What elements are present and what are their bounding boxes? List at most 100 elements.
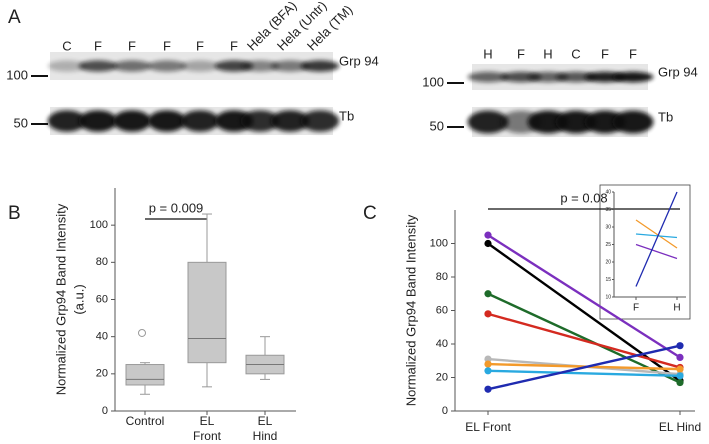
series-line [635, 233, 678, 239]
blot-band [612, 71, 654, 83]
outlier [138, 328, 146, 337]
lane-label: F [601, 46, 609, 61]
p-value: p = 0.009 [149, 200, 204, 215]
point [484, 385, 492, 393]
point [676, 372, 684, 380]
point [676, 353, 684, 361]
band-label: Tb [658, 109, 673, 124]
band-label: Grp 94 [339, 53, 379, 68]
blot-band [78, 110, 118, 132]
blot-band [555, 71, 597, 83]
marker-label: 100 [6, 67, 28, 82]
x-tick-label: EL Front [465, 420, 511, 434]
blot-band [527, 110, 569, 134]
blot-band [180, 60, 220, 72]
panel-label: B [8, 203, 21, 224]
point [484, 355, 492, 363]
point [484, 310, 492, 318]
y-tick-label: 10 [605, 294, 611, 300]
blot-band [240, 110, 280, 132]
lane-label: C [62, 38, 71, 53]
x-tick-label: Control [126, 414, 165, 428]
x-tick-label-line: EL [258, 414, 273, 428]
blot-band [612, 110, 654, 134]
y-tick-label: 80 [96, 256, 108, 268]
p-value: p = 0.08 [560, 190, 607, 205]
y-tick-label: 0 [442, 405, 448, 417]
lane-label: F [629, 46, 637, 61]
blot-band [584, 110, 626, 134]
x-tick-label: EL Hind [659, 420, 701, 434]
lane-label: C [571, 46, 580, 61]
blot-band [240, 60, 280, 72]
y-tick-label: 100 [90, 219, 108, 231]
lane-label: F [230, 38, 238, 53]
point [484, 367, 492, 375]
y-tick-label: 20 [605, 259, 611, 265]
lane-label: H [483, 46, 492, 61]
marker-label: 50 [14, 115, 28, 130]
blot-band [270, 60, 310, 72]
y-axis-label: Normalized Grp94 Band Intensity [403, 214, 418, 406]
y-tick-label: 40 [96, 331, 108, 343]
blot-band [527, 71, 569, 83]
y-tick-label: 25 [605, 242, 611, 248]
series-line [635, 243, 678, 260]
x-tick-label-line: Hind [253, 429, 278, 443]
lane-label: F [128, 38, 136, 53]
blot-band [270, 110, 310, 132]
point [484, 239, 492, 248]
y-tick-label: 35 [605, 207, 611, 213]
box [187, 261, 227, 364]
x-tick-label: EL Hind [253, 414, 278, 443]
x-tick-label: EL Front [193, 414, 222, 443]
series-line [487, 344, 681, 391]
point [676, 365, 684, 373]
y-axis-label: Normalized Grp94 Band Intensity [53, 203, 68, 395]
y-tick-label: 60 [436, 304, 448, 316]
y-tick-label: 30 [605, 224, 611, 230]
series-line [635, 219, 678, 249]
y-axis-unit: (a.u.) [71, 284, 86, 314]
blot-band [467, 110, 509, 134]
blot-band [47, 110, 87, 132]
y-tick-label: 40 [436, 338, 448, 350]
series-line [487, 234, 681, 359]
y-tick-label: 100 [430, 237, 448, 249]
point [676, 378, 684, 387]
y-tick-label: 60 [96, 293, 108, 305]
y-tick-label: 15 [605, 277, 611, 283]
band-label: Grp 94 [658, 64, 698, 79]
blot-band [112, 60, 152, 72]
band-label: Tb [339, 108, 354, 123]
lane-label: F [196, 38, 204, 53]
point [484, 360, 492, 368]
blot-band [147, 110, 187, 132]
blot-band [147, 60, 187, 72]
x-tick-label-line: EL [200, 414, 215, 428]
blot-band [467, 71, 509, 83]
series-line [635, 191, 678, 287]
x-tick-label: H [673, 303, 680, 314]
panel-label: A [8, 7, 21, 28]
y-tick-label: 80 [436, 271, 448, 283]
lane-label: F [517, 46, 525, 61]
series-line [487, 312, 681, 369]
point [676, 342, 684, 350]
blot-band [47, 60, 87, 72]
panel-label: C [363, 203, 377, 224]
lane-label: H [543, 46, 552, 61]
blot-band [78, 60, 118, 72]
lane-label: F [94, 38, 102, 53]
x-tick-label-line: Front [193, 429, 222, 443]
blot-band [584, 71, 626, 83]
blot-band [112, 110, 152, 132]
point [484, 231, 492, 239]
x-tick-label: F [633, 303, 639, 314]
lane-label: F [163, 38, 171, 53]
y-tick-label: 0 [102, 405, 108, 417]
blot-band [180, 110, 220, 132]
box [125, 364, 165, 386]
marker-label: 100 [422, 74, 444, 89]
